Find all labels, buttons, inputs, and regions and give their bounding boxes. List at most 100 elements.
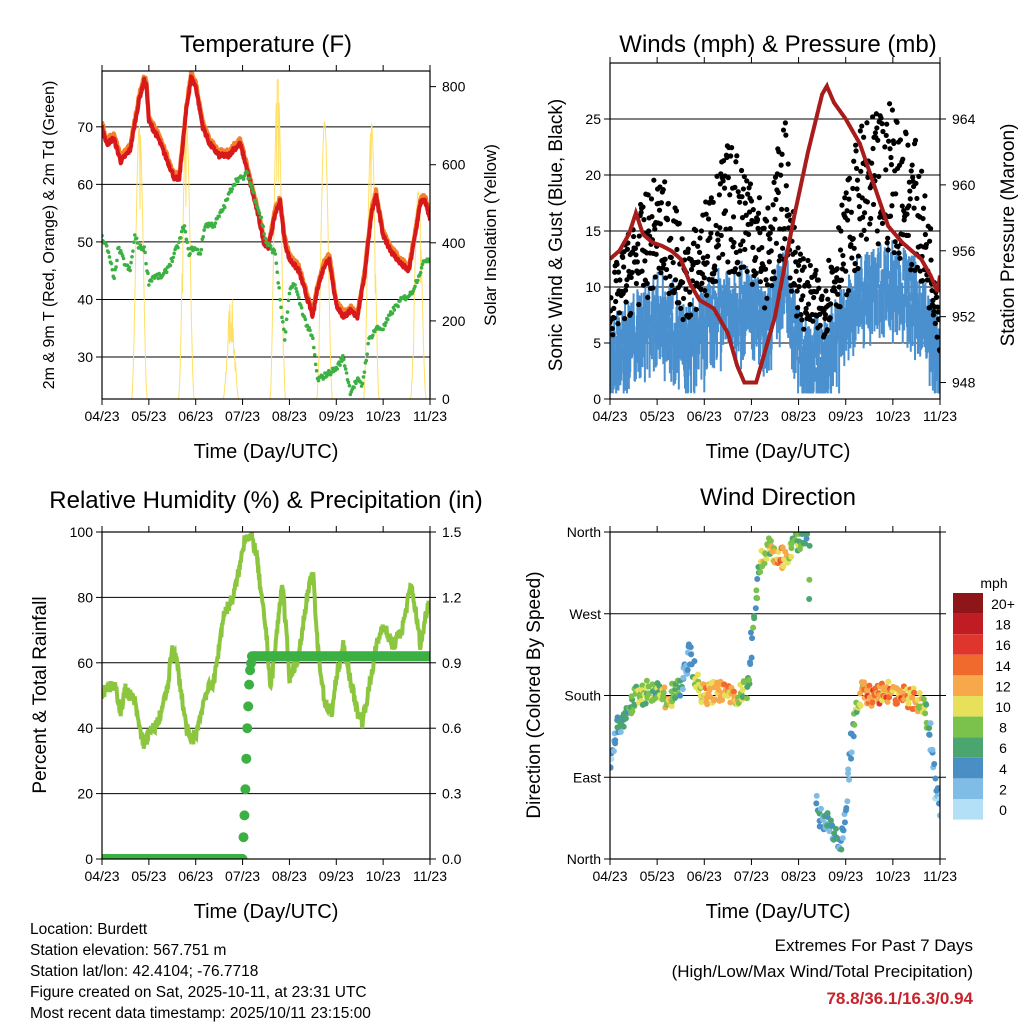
gust-point [737, 242, 744, 248]
direction-point [926, 725, 933, 732]
dewpoint-point [296, 292, 300, 297]
gust-point [851, 245, 857, 251]
gust-point [798, 311, 804, 318]
dewpoint-point [109, 261, 114, 266]
dewpoint-point [386, 317, 390, 322]
gust-point [636, 233, 642, 239]
dewpoint-point [230, 187, 235, 191]
gust-point [920, 205, 927, 211]
direction-point [748, 654, 755, 661]
temperature-plot: 30 40 50 60 70 0 200 400 600 800 04/23 05/23 06/23 07… [77, 65, 466, 424]
dewpoint-point [128, 268, 132, 273]
gust-point [839, 202, 845, 208]
gust-point [732, 184, 738, 190]
winds-title: Winds (mph) & Pressure (mb) [619, 31, 936, 58]
gust-point [701, 275, 707, 281]
dewpoint-point [303, 317, 308, 322]
y2-tick-label: 1.2 [442, 589, 462, 605]
dewpoint-point [281, 320, 285, 324]
gust-point [884, 240, 890, 246]
direction-point [752, 605, 759, 612]
direction-point [761, 560, 768, 567]
gust-point [920, 215, 926, 222]
gust-point [753, 255, 759, 261]
direction-point [622, 715, 629, 722]
gust-point [883, 167, 889, 173]
gust-point [889, 107, 895, 113]
direction-point [763, 555, 770, 562]
gust-point [769, 282, 775, 289]
gust-point [846, 196, 852, 202]
gust-point [803, 305, 809, 312]
gust-point [656, 265, 662, 271]
footer-created: Figure created on Sat, 2025-10-11, at 23… [30, 984, 367, 1001]
dewpoint-point [277, 285, 281, 290]
direction-point [869, 699, 876, 706]
direction-point [866, 682, 873, 689]
direction-point [610, 764, 614, 771]
dewpoint-point [338, 363, 342, 367]
gust-point [822, 315, 828, 322]
gust-point [870, 201, 877, 208]
legend-swatch [953, 634, 983, 655]
gust-point [708, 195, 714, 201]
gust-point [846, 175, 853, 181]
x-tick-label: 07/23 [225, 408, 260, 424]
gust-point [767, 230, 773, 236]
gust-point [636, 301, 642, 308]
dewpoint-point [106, 250, 111, 255]
direction-point [751, 615, 758, 622]
gust-point [635, 241, 641, 247]
direction-point [806, 595, 813, 602]
gust-point [722, 208, 729, 214]
gust-point [652, 226, 658, 232]
dewpoint-point [295, 289, 299, 294]
gust-point [840, 252, 846, 259]
direction-point [757, 568, 764, 575]
gust-point [794, 288, 800, 294]
gust-point [854, 186, 860, 192]
direction-point [788, 553, 795, 560]
direction-point [780, 563, 787, 570]
legend-title: mph [980, 575, 1007, 591]
gust-point [788, 288, 795, 294]
gust-point [891, 140, 897, 147]
x-tick-label: 06/23 [178, 408, 213, 424]
y2-tick-label: 600 [442, 157, 466, 173]
gust-point [896, 250, 902, 256]
direction-point [934, 785, 940, 792]
gust-point [697, 235, 703, 241]
gust-point [779, 206, 785, 212]
x-tick-label: 09/23 [319, 408, 354, 424]
dewpoint-point [182, 224, 187, 228]
gust-point [617, 277, 623, 283]
gust-point [936, 317, 940, 323]
dewpoint-point [323, 371, 327, 375]
gust-point [827, 315, 833, 321]
direction-point [813, 792, 820, 799]
dewpoint-point [225, 197, 230, 201]
precip-point [239, 810, 250, 821]
y-tick-label: 60 [77, 655, 93, 671]
y2-tick-label: 952 [952, 309, 976, 325]
gust-point [883, 132, 889, 139]
gust-point [779, 245, 786, 251]
gust-point [767, 236, 773, 242]
gust-point [742, 200, 748, 206]
dewpoint-point [283, 330, 288, 334]
gust-point [905, 232, 912, 239]
direction-point [631, 701, 638, 708]
dewpoint-point [146, 271, 150, 275]
dewpoint-point [311, 336, 315, 341]
gust-point [667, 273, 673, 279]
gust-point [919, 278, 926, 284]
direction-point [923, 701, 930, 708]
gust-point [736, 271, 742, 277]
gust-point [764, 295, 770, 301]
direction-point [660, 689, 667, 696]
dewpoint-point [261, 224, 265, 229]
gust-point [850, 236, 856, 242]
winds-plot: 0 5 10 15 20 25 948 952 956 960 964 04/23 05/23 06/23… [585, 57, 976, 424]
y-tick-label: East [573, 769, 601, 785]
